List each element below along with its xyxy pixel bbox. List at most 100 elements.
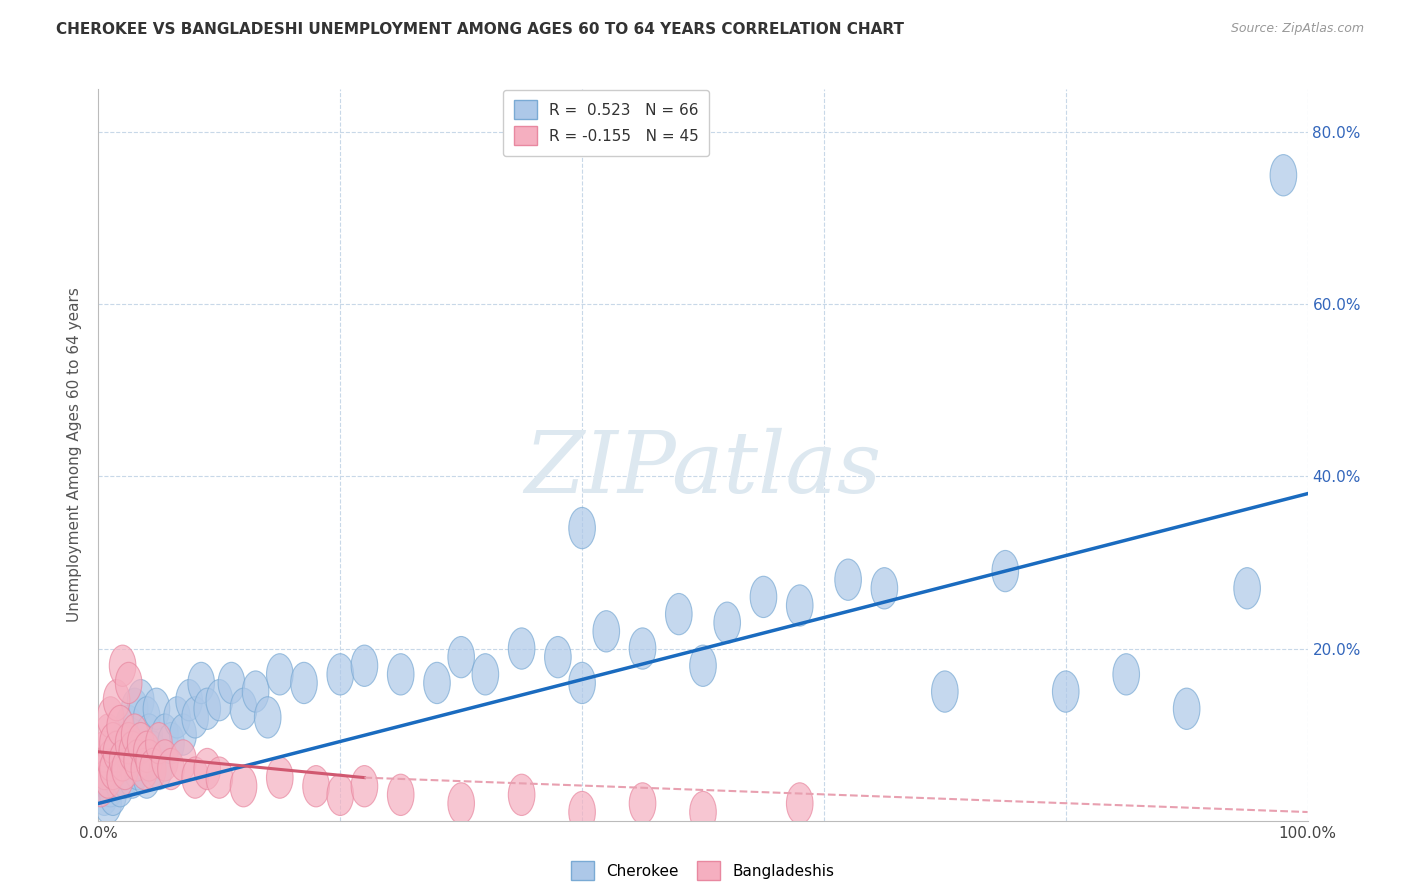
Ellipse shape (328, 654, 353, 695)
Ellipse shape (91, 774, 118, 815)
Ellipse shape (242, 671, 269, 712)
Ellipse shape (630, 783, 655, 824)
Ellipse shape (207, 757, 232, 798)
Ellipse shape (194, 748, 221, 789)
Text: CHEROKEE VS BANGLADESHI UNEMPLOYMENT AMONG AGES 60 TO 64 YEARS CORRELATION CHART: CHEROKEE VS BANGLADESHI UNEMPLOYMENT AMO… (56, 22, 904, 37)
Ellipse shape (146, 723, 172, 764)
Ellipse shape (181, 697, 208, 738)
Ellipse shape (136, 714, 163, 756)
Ellipse shape (110, 723, 136, 764)
Ellipse shape (472, 654, 499, 695)
Ellipse shape (714, 602, 741, 643)
Ellipse shape (630, 628, 655, 669)
Ellipse shape (207, 680, 232, 721)
Ellipse shape (218, 662, 245, 704)
Ellipse shape (157, 723, 184, 764)
Ellipse shape (352, 645, 378, 687)
Ellipse shape (152, 714, 179, 756)
Ellipse shape (94, 783, 121, 824)
Ellipse shape (872, 567, 897, 609)
Ellipse shape (128, 723, 155, 764)
Ellipse shape (1174, 688, 1199, 730)
Ellipse shape (569, 791, 595, 833)
Ellipse shape (100, 774, 127, 815)
Ellipse shape (94, 757, 121, 798)
Ellipse shape (328, 774, 353, 815)
Ellipse shape (751, 576, 776, 617)
Ellipse shape (100, 748, 127, 789)
Ellipse shape (111, 748, 138, 789)
Ellipse shape (128, 723, 155, 764)
Ellipse shape (134, 697, 160, 738)
Ellipse shape (107, 765, 134, 807)
Text: Source: ZipAtlas.com: Source: ZipAtlas.com (1230, 22, 1364, 36)
Ellipse shape (388, 774, 413, 815)
Ellipse shape (120, 731, 146, 772)
Ellipse shape (110, 739, 136, 781)
Ellipse shape (115, 723, 142, 764)
Ellipse shape (91, 748, 118, 789)
Ellipse shape (170, 714, 197, 756)
Ellipse shape (134, 731, 160, 772)
Ellipse shape (100, 723, 127, 764)
Legend: Cherokee, Bangladeshis: Cherokee, Bangladeshis (565, 855, 841, 886)
Ellipse shape (181, 757, 208, 798)
Ellipse shape (267, 757, 292, 798)
Ellipse shape (124, 748, 150, 789)
Ellipse shape (163, 697, 190, 738)
Ellipse shape (449, 637, 474, 678)
Ellipse shape (131, 739, 157, 781)
Ellipse shape (121, 731, 148, 772)
Ellipse shape (107, 757, 134, 798)
Ellipse shape (1270, 154, 1296, 196)
Ellipse shape (87, 765, 114, 807)
Ellipse shape (423, 662, 450, 704)
Ellipse shape (509, 774, 534, 815)
Y-axis label: Unemployment Among Ages 60 to 64 years: Unemployment Among Ages 60 to 64 years (67, 287, 83, 623)
Ellipse shape (139, 731, 166, 772)
Ellipse shape (388, 654, 413, 695)
Ellipse shape (146, 748, 172, 789)
Ellipse shape (103, 680, 129, 721)
Ellipse shape (1053, 671, 1078, 712)
Ellipse shape (302, 765, 329, 807)
Ellipse shape (352, 765, 378, 807)
Ellipse shape (569, 662, 595, 704)
Ellipse shape (544, 637, 571, 678)
Ellipse shape (665, 593, 692, 635)
Ellipse shape (231, 688, 257, 730)
Ellipse shape (136, 739, 163, 781)
Ellipse shape (786, 783, 813, 824)
Ellipse shape (157, 748, 184, 789)
Ellipse shape (124, 739, 150, 781)
Ellipse shape (143, 688, 170, 730)
Ellipse shape (690, 645, 716, 687)
Text: ZIPatlas: ZIPatlas (524, 428, 882, 511)
Ellipse shape (107, 706, 134, 747)
Ellipse shape (103, 731, 129, 772)
Ellipse shape (120, 757, 146, 798)
Ellipse shape (110, 645, 136, 687)
Ellipse shape (170, 739, 197, 781)
Ellipse shape (115, 706, 142, 747)
Ellipse shape (128, 680, 155, 721)
Ellipse shape (188, 662, 215, 704)
Ellipse shape (932, 671, 957, 712)
Ellipse shape (291, 662, 318, 704)
Ellipse shape (993, 550, 1018, 591)
Ellipse shape (91, 731, 118, 772)
Ellipse shape (134, 757, 160, 798)
Ellipse shape (94, 714, 121, 756)
Ellipse shape (1114, 654, 1139, 695)
Ellipse shape (103, 731, 129, 772)
Ellipse shape (1234, 567, 1260, 609)
Ellipse shape (110, 748, 136, 789)
Ellipse shape (139, 748, 166, 789)
Ellipse shape (690, 791, 716, 833)
Ellipse shape (176, 680, 202, 721)
Ellipse shape (121, 688, 148, 730)
Ellipse shape (267, 654, 292, 695)
Ellipse shape (231, 765, 257, 807)
Ellipse shape (509, 628, 534, 669)
Ellipse shape (835, 559, 862, 600)
